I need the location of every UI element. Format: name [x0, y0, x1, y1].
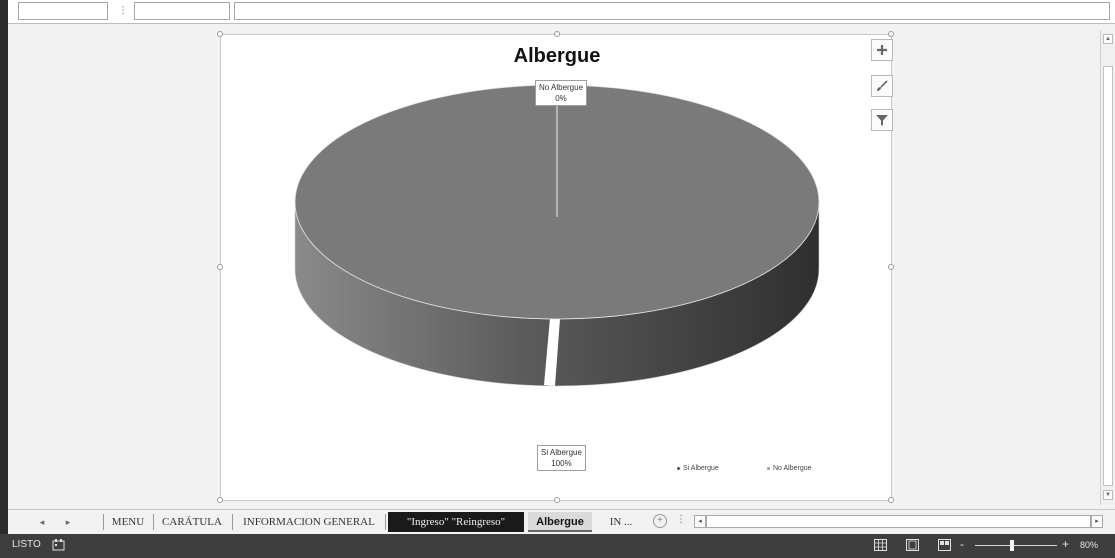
resize-handle-top[interactable]: [554, 31, 560, 37]
legend-entry-no-albergue[interactable]: No Albergue: [767, 465, 812, 472]
pie-plot-area: [294, 84, 820, 387]
normal-view-icon[interactable]: [874, 539, 887, 551]
legend-entry-si-albergue[interactable]: Si Albergue: [677, 465, 719, 472]
formula-buttons-area[interactable]: [134, 2, 230, 20]
pie-slice-gap: [544, 318, 560, 386]
chart-styles-button[interactable]: [871, 75, 893, 97]
chart-title[interactable]: Albergue: [513, 45, 601, 67]
vertical-scrollbar[interactable]: ▲ ▼: [1100, 30, 1115, 505]
next-sheet-arrow[interactable]: ▸: [65, 517, 71, 527]
sheet-tab-albergue[interactable]: Albergue: [528, 512, 592, 532]
zoom-out-button[interactable]: -: [960, 537, 964, 551]
status-bar: LISTO - + 80%: [0, 534, 1115, 558]
scroll-down-button[interactable]: ▼: [1103, 490, 1113, 500]
sheet-tab-menu[interactable]: MENU: [111, 516, 145, 528]
sheet-tab-caratula[interactable]: CARÁTULA: [162, 516, 222, 528]
tab-split-handle[interactable]: ⋮: [676, 514, 686, 525]
formula-bar: ⋮: [8, 0, 1115, 24]
formula-divider-icon: ⋮: [118, 5, 128, 16]
plus-icon: [877, 45, 887, 55]
brush-icon: [877, 80, 888, 91]
legend-marker-si-albergue: [677, 466, 680, 470]
data-label-no-albergue[interactable]: No Albergue 0%: [535, 80, 588, 106]
resize-handle-top-left[interactable]: [217, 31, 223, 37]
page-break-preview-icon[interactable]: [938, 539, 951, 551]
tab-separator: [385, 514, 386, 530]
sheet-tab-ingreso-reingreso[interactable]: "Ingreso" "Reingreso": [388, 512, 524, 532]
zoom-slider-thumb[interactable]: [1010, 540, 1014, 551]
legend-marker-no-albergue: [767, 466, 770, 470]
zoom-slider[interactable]: [975, 545, 1057, 546]
name-box[interactable]: [18, 2, 108, 20]
sheet-tab-more[interactable]: IN ...: [609, 516, 633, 528]
tab-separator: [232, 514, 233, 530]
sheet-tab-bar: ◂ ▸ MENU CARÁTULA INFORMACION GENERAL "I…: [8, 509, 1115, 534]
zoom-level[interactable]: 80%: [1080, 540, 1099, 550]
resize-handle-top-right[interactable]: [888, 31, 894, 37]
resize-handle-bottom-right[interactable]: [888, 497, 894, 503]
tab-separator: [153, 514, 154, 530]
prev-sheet-arrow[interactable]: ◂: [39, 517, 45, 527]
resize-handle-left[interactable]: [217, 264, 223, 270]
vertical-scroll-thumb[interactable]: [1103, 66, 1113, 486]
status-mode: LISTO: [12, 539, 41, 550]
chart-elements-button[interactable]: [871, 39, 893, 61]
formula-input[interactable]: [234, 2, 1110, 20]
filter-icon: [876, 115, 888, 126]
pie-chart[interactable]: Albergue No Albergue 0% Si Albergue 100%…: [217, 31, 894, 503]
macro-record-icon[interactable]: [52, 539, 65, 551]
scroll-left-button[interactable]: ◂: [694, 515, 706, 528]
chart-filters-button[interactable]: [871, 109, 893, 131]
scroll-up-button[interactable]: ▲: [1103, 34, 1113, 44]
tab-separator: [103, 514, 104, 530]
excel-window: ⋮ Albergue: [8, 0, 1115, 558]
resize-handle-bottom-left[interactable]: [217, 497, 223, 503]
add-sheet-button[interactable]: +: [653, 514, 667, 528]
resize-handle-bottom[interactable]: [554, 497, 560, 503]
data-label-si-albergue[interactable]: Si Albergue 100%: [537, 445, 586, 471]
scroll-right-button[interactable]: ▸: [1091, 515, 1103, 528]
resize-handle-right[interactable]: [888, 264, 894, 270]
page-layout-view-icon[interactable]: [906, 539, 919, 551]
sheet-tab-informacion-general[interactable]: INFORMACION GENERAL: [243, 516, 375, 528]
zoom-in-button[interactable]: +: [1062, 537, 1070, 551]
horizontal-scrollbar[interactable]: [706, 515, 1091, 528]
